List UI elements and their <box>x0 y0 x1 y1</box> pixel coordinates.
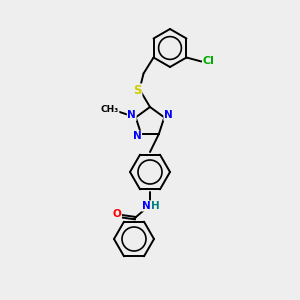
Text: N: N <box>142 201 150 211</box>
Text: N: N <box>164 110 172 120</box>
Text: CH₃: CH₃ <box>100 105 119 114</box>
Text: H: H <box>151 201 159 211</box>
Text: N: N <box>128 110 136 120</box>
Text: N: N <box>133 131 142 141</box>
Text: Cl: Cl <box>202 56 214 67</box>
Text: S: S <box>133 84 142 97</box>
Text: O: O <box>112 209 122 219</box>
